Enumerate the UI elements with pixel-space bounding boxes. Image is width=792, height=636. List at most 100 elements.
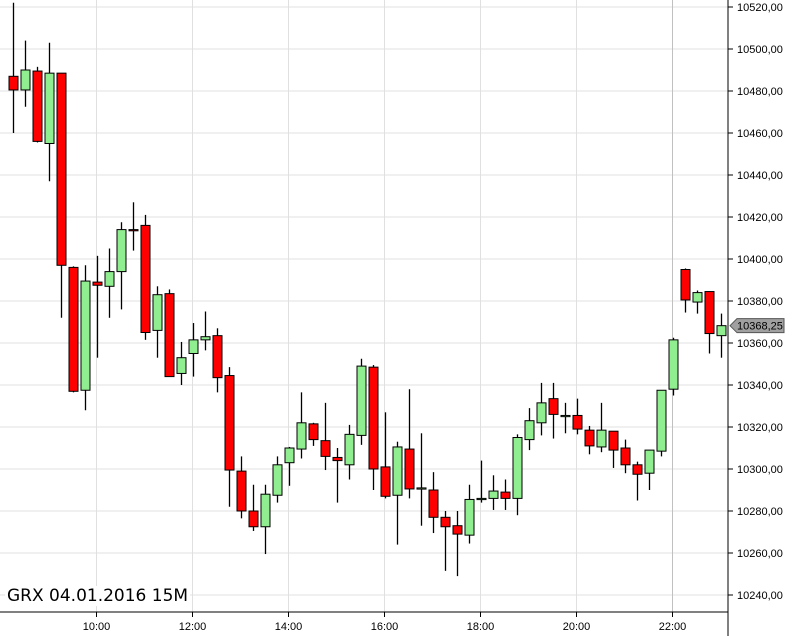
candle xyxy=(368,365,379,490)
candle-body-down xyxy=(140,224,151,333)
candle-body-up xyxy=(344,433,355,466)
candles xyxy=(8,2,727,577)
candle-body-up xyxy=(260,493,271,528)
candle xyxy=(272,456,283,503)
candle-body-down xyxy=(224,375,235,471)
candle-body-down xyxy=(32,70,43,142)
candle-body-up xyxy=(536,402,547,424)
candle xyxy=(188,323,199,377)
x-tick-label: 12:00 xyxy=(179,621,207,633)
candle xyxy=(464,484,475,544)
candle-body-down xyxy=(404,448,415,490)
y-tick-label: 10420,00 xyxy=(737,212,783,224)
y-tick-label: 10280,00 xyxy=(737,506,783,518)
candle xyxy=(116,222,127,310)
y-tick-label: 10400,00 xyxy=(737,254,783,266)
candle xyxy=(344,424,355,480)
y-axis: 10240,00 10260,00 10280,00 10300,00 10320,00… xyxy=(727,0,783,636)
last-price-badge: 10368,25 xyxy=(729,318,785,334)
candle xyxy=(332,448,343,503)
candle xyxy=(476,460,487,503)
candle-body-up xyxy=(44,72,55,144)
y-tick-label: 10520,00 xyxy=(737,2,783,14)
candle-body-down xyxy=(428,489,439,518)
candle xyxy=(284,446,295,486)
candle xyxy=(704,291,715,354)
candle-body-up xyxy=(512,437,523,499)
candle-body-up xyxy=(416,487,427,490)
candle xyxy=(80,265,91,411)
candle-body-up xyxy=(656,389,667,452)
candle-body-down xyxy=(620,447,631,466)
y-tick-label: 10500,00 xyxy=(737,44,783,56)
y-tick-label: 10340,00 xyxy=(737,380,783,392)
candle xyxy=(584,425,595,455)
candle xyxy=(140,214,151,340)
candle xyxy=(104,248,115,318)
x-tick-label: 14:00 xyxy=(275,621,303,633)
candle xyxy=(644,449,655,490)
candle xyxy=(92,255,103,358)
candle xyxy=(596,402,607,453)
candle-body-down xyxy=(320,440,331,457)
candle xyxy=(152,286,163,358)
candle xyxy=(308,422,319,446)
candle-body-down xyxy=(548,398,559,415)
candle xyxy=(200,311,211,351)
candle-body-up xyxy=(176,357,187,374)
chart-title: GRX 04.01.2016 15M xyxy=(5,586,191,606)
candle xyxy=(128,202,139,251)
candle xyxy=(692,290,703,314)
candle-body-up xyxy=(152,294,163,331)
candle-body-up xyxy=(524,420,535,441)
candle-body-down xyxy=(332,456,343,462)
candle-body-down xyxy=(212,335,223,379)
candle-body-down xyxy=(380,466,391,497)
x-tick-label: 22:00 xyxy=(659,621,687,633)
candle-body-up xyxy=(284,447,295,464)
candle xyxy=(656,389,667,457)
candle xyxy=(248,484,259,531)
candle xyxy=(632,461,643,501)
candle-body-down xyxy=(632,464,643,475)
candle xyxy=(224,367,235,507)
y-tick-label: 10440,00 xyxy=(737,170,783,182)
candle-body-down xyxy=(236,470,247,512)
candle xyxy=(260,484,271,555)
candle-body-up xyxy=(464,498,475,536)
candle-body-down xyxy=(92,281,103,286)
last-price-label: 10368,25 xyxy=(737,321,783,333)
candle-body-up xyxy=(20,69,31,91)
candle-body-up xyxy=(356,365,367,436)
candle xyxy=(56,72,67,318)
grid xyxy=(0,0,728,612)
candle-body-up xyxy=(716,325,727,337)
candle xyxy=(680,268,691,313)
candle-body-up xyxy=(116,229,127,273)
candle xyxy=(176,341,187,385)
candle-body-up xyxy=(476,497,487,501)
x-tick-label: 10:00 xyxy=(83,621,111,633)
candle-body-down xyxy=(608,430,619,451)
candle-body-down xyxy=(248,510,259,528)
candle xyxy=(416,433,427,526)
candle xyxy=(392,441,403,545)
candle xyxy=(512,434,523,516)
candle-body-up xyxy=(488,490,499,499)
candle-body-down xyxy=(680,269,691,301)
candle xyxy=(164,289,175,378)
candle xyxy=(380,412,391,499)
candle xyxy=(572,398,583,435)
candle-body-down xyxy=(128,229,139,232)
x-tick-label: 20:00 xyxy=(563,621,591,633)
y-tick-label: 10360,00 xyxy=(737,338,783,350)
candle-body-down xyxy=(56,72,67,266)
candle-body-up xyxy=(668,339,679,390)
candle xyxy=(20,40,31,107)
candle xyxy=(32,66,43,143)
candle-body-up xyxy=(200,336,211,341)
candle-body-up xyxy=(80,280,91,391)
candle xyxy=(620,439,631,474)
candle-body-up xyxy=(560,414,571,418)
candle xyxy=(440,511,451,571)
